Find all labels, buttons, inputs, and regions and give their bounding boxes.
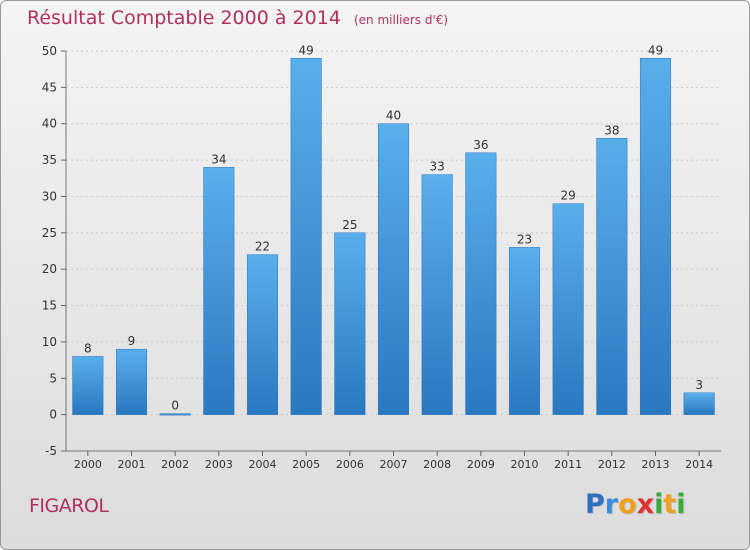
y-tick-label: 45 xyxy=(42,80,57,94)
bar xyxy=(596,138,628,415)
commune-name: FIGAROL xyxy=(29,495,109,517)
bar xyxy=(377,123,410,415)
bar xyxy=(203,167,235,415)
bar-value-label: 29 xyxy=(561,189,576,203)
y-tick-label: 0 xyxy=(49,408,57,422)
bar-value-label: 22 xyxy=(255,240,270,254)
x-tick-label: 2008 xyxy=(423,458,451,471)
x-tick-label: 2003 xyxy=(205,458,233,471)
x-tick-label: 2009 xyxy=(467,458,495,471)
bar-value-label: 36 xyxy=(473,138,488,152)
x-tick-label: 2000 xyxy=(74,458,102,471)
bar-value-label: 23 xyxy=(517,232,532,246)
logo-letter: P xyxy=(585,489,605,520)
logo-letter: t xyxy=(663,489,677,520)
y-tick-label: 50 xyxy=(42,44,57,58)
bar xyxy=(421,174,453,415)
bar-value-label: 49 xyxy=(299,43,314,57)
chart-title: Résultat Comptable 2000 à 2014 xyxy=(27,7,341,29)
x-tick-label: 2001 xyxy=(118,458,146,471)
bar xyxy=(115,348,148,415)
x-tick-label: 2006 xyxy=(336,458,364,471)
logo-letter: o xyxy=(618,489,637,520)
bar-value-label: 0 xyxy=(171,399,179,413)
logo-letter: i xyxy=(676,489,686,520)
proxiti-logo: Proxiti xyxy=(585,489,686,520)
bar-value-label: 34 xyxy=(211,152,226,166)
bar-value-label: 3 xyxy=(695,378,703,392)
bar-value-label: 25 xyxy=(342,218,357,232)
x-tick-label: 2011 xyxy=(554,458,582,471)
y-tick-label: 35 xyxy=(42,153,57,167)
y-tick-label: 25 xyxy=(42,226,57,240)
bar xyxy=(334,232,366,415)
bar xyxy=(159,413,191,416)
y-tick-label: 30 xyxy=(42,189,57,203)
bar-value-label: 8 xyxy=(84,341,92,355)
x-tick-label: 2005 xyxy=(292,458,320,471)
x-tick-label: 2007 xyxy=(380,458,408,471)
bar xyxy=(246,254,279,415)
chart-unit: (en milliers d'€) xyxy=(353,13,449,27)
bar xyxy=(639,58,672,415)
x-tick-label: 2012 xyxy=(598,458,626,471)
logo-letter: x xyxy=(636,489,655,520)
x-tick-label: 2002 xyxy=(161,458,189,471)
y-tick-label: -5 xyxy=(45,444,57,458)
bar xyxy=(683,392,715,415)
y-tick-label: 10 xyxy=(42,335,57,349)
x-tick-label: 2010 xyxy=(511,458,539,471)
bar-value-label: 38 xyxy=(604,123,619,137)
bar xyxy=(465,152,497,415)
bar-value-label: 40 xyxy=(386,109,401,123)
x-tick-label: 2013 xyxy=(642,458,670,471)
logo-letter: r xyxy=(604,489,619,520)
bar-value-label: 49 xyxy=(648,43,663,57)
x-tick-label: 2014 xyxy=(685,458,713,471)
y-tick-label: 20 xyxy=(42,262,57,276)
chart-header: Résultat Comptable 2000 à 2014 (en milli… xyxy=(27,7,448,29)
y-tick-label: 5 xyxy=(49,371,57,385)
y-tick-label: 40 xyxy=(42,117,57,131)
y-tick-label: 15 xyxy=(42,299,57,313)
bar xyxy=(552,203,584,415)
bar-value-label: 33 xyxy=(430,160,445,174)
x-tick-label: 2004 xyxy=(249,458,277,471)
bar xyxy=(72,356,104,415)
bar xyxy=(290,58,322,415)
bar-value-label: 9 xyxy=(128,334,136,348)
bar xyxy=(508,247,541,415)
logo-letter: i xyxy=(654,489,664,520)
